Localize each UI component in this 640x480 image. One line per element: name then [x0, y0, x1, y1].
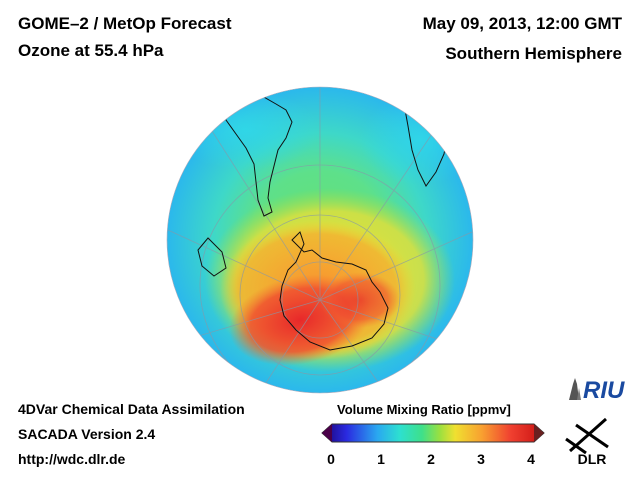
map-datetime: May 09, 2013, 12:00 GMT: [422, 14, 622, 33]
dlr-logo: DLR: [565, 417, 609, 467]
riu-logo: RIU: [569, 377, 625, 404]
map-title: GOME–2 / MetOp Forecast: [18, 14, 232, 33]
colorbar-tick-3: 3: [477, 451, 485, 467]
svg-text:RIU: RIU: [583, 377, 625, 404]
australia-outline: [197, 237, 227, 277]
svg-text:DLR: DLR: [578, 451, 607, 467]
ozone-globe-map: [166, 86, 474, 394]
footer-line-1: 4DVar Chemical Data Assimilation: [18, 401, 245, 417]
colorbar-tick-0: 0: [327, 451, 335, 467]
map-subtitle: Ozone at 55.4 hPa: [18, 41, 164, 60]
graticule: [167, 88, 473, 393]
antarctica-outline: [279, 231, 389, 351]
colorbar-tick-4: 4: [527, 451, 535, 467]
colorbar-title: Volume Mixing Ratio [ppmv]: [337, 402, 511, 417]
hemisphere-label: Southern Hemisphere: [445, 44, 622, 63]
footer-line-2: SACADA Version 2.4: [18, 426, 156, 442]
colorbar-tick-1: 1: [377, 451, 385, 467]
colorbar: [321, 423, 545, 443]
footer-url: http://wdc.dlr.de: [18, 451, 126, 467]
south-america-outline: [225, 91, 293, 217]
colorbar-tick-2: 2: [427, 451, 435, 467]
